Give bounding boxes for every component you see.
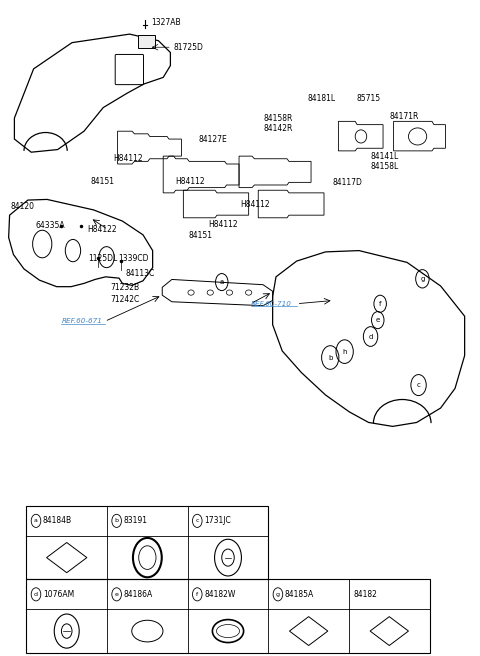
Text: 1327AB: 1327AB [151, 18, 181, 28]
Text: g: g [276, 592, 280, 597]
Text: H84112: H84112 [240, 200, 270, 209]
Text: a: a [34, 518, 38, 523]
Text: 84142R: 84142R [263, 124, 292, 133]
Text: 84181L: 84181L [307, 94, 336, 103]
Text: 84171R: 84171R [390, 112, 419, 121]
Text: 84186A: 84186A [123, 590, 153, 599]
Text: f: f [196, 592, 198, 597]
Text: 84117D: 84117D [332, 178, 362, 187]
Text: 81725D: 81725D [174, 43, 204, 52]
Text: e: e [115, 592, 119, 597]
Text: 85715: 85715 [356, 94, 380, 103]
Text: 84120: 84120 [11, 202, 35, 211]
Text: e: e [376, 317, 380, 323]
Text: c: c [195, 518, 199, 523]
Text: H84112: H84112 [208, 220, 238, 229]
Text: f: f [379, 300, 382, 307]
Text: c: c [417, 382, 420, 388]
Text: 84158R: 84158R [263, 113, 292, 123]
Text: h: h [342, 348, 347, 355]
Text: 84182W: 84182W [204, 590, 235, 599]
Text: H84112: H84112 [175, 177, 205, 186]
Text: 84141L: 84141L [371, 152, 399, 161]
Text: 71242C: 71242C [110, 295, 140, 304]
Text: H84122: H84122 [87, 225, 117, 234]
Text: 1076AM: 1076AM [43, 590, 74, 599]
Text: b: b [115, 518, 119, 523]
Text: 84184B: 84184B [43, 516, 72, 525]
Text: 83191: 83191 [123, 516, 147, 525]
Text: 1125DL: 1125DL [88, 254, 117, 263]
Text: 84185A: 84185A [285, 590, 314, 599]
Text: b: b [328, 354, 333, 361]
Text: 1339CD: 1339CD [118, 254, 149, 263]
Text: 84113C: 84113C [126, 269, 155, 278]
Text: 84151: 84151 [90, 176, 114, 186]
Text: 84158L: 84158L [371, 162, 399, 171]
Text: 84151: 84151 [188, 231, 212, 240]
Text: 84182: 84182 [354, 590, 378, 599]
Text: H84112: H84112 [113, 154, 143, 163]
Text: 64335A: 64335A [36, 220, 66, 230]
Text: d: d [368, 333, 373, 340]
Text: REF.60-710: REF.60-710 [251, 300, 291, 307]
Text: a: a [220, 279, 224, 285]
Text: 84127E: 84127E [198, 134, 227, 144]
Text: g: g [420, 276, 425, 282]
Text: 71232B: 71232B [110, 283, 140, 293]
Text: 1731JC: 1731JC [204, 516, 231, 525]
Text: REF.60-671: REF.60-671 [61, 318, 102, 325]
Text: d: d [34, 592, 38, 597]
FancyBboxPatch shape [138, 35, 155, 48]
